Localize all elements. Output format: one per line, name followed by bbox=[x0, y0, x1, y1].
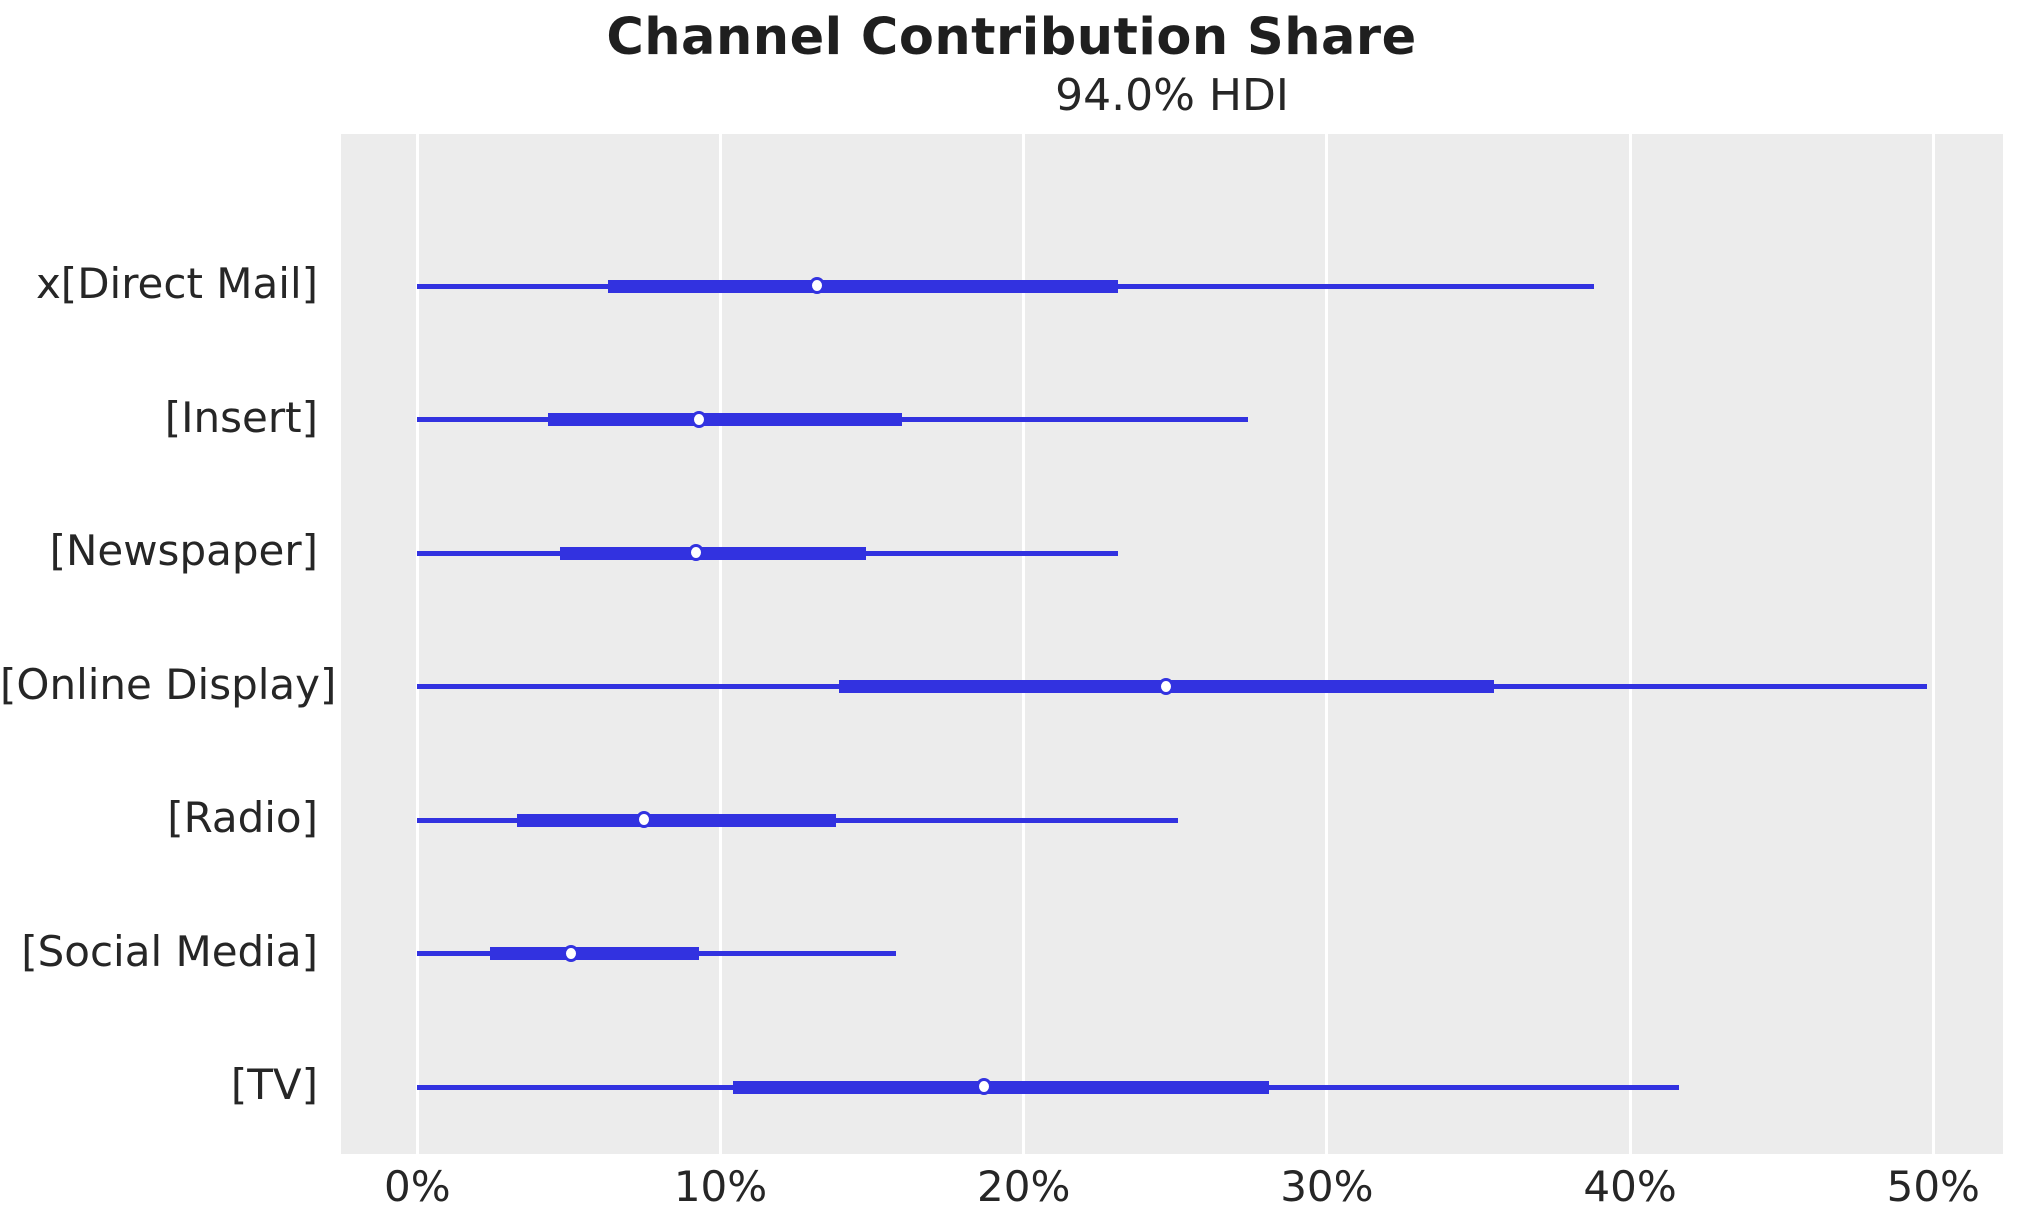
quartile-interval-line bbox=[517, 813, 836, 827]
quartile-interval-line bbox=[559, 546, 867, 560]
x-tick-label: 20% bbox=[977, 1162, 1071, 1211]
y-tick-label: x[Direct Mail] bbox=[35, 259, 318, 308]
x-tick-label: 0% bbox=[383, 1162, 451, 1211]
y-tick-label: [Radio] bbox=[167, 793, 318, 842]
y-tick-label: [TV] bbox=[230, 1060, 318, 1109]
median-point-marker bbox=[687, 544, 704, 561]
vertical-gridline bbox=[719, 134, 722, 1154]
vertical-gridline bbox=[1325, 134, 1329, 1154]
median-point-marker bbox=[975, 1078, 992, 1095]
vertical-gridline bbox=[1628, 134, 1632, 1154]
quartile-interval-line bbox=[608, 279, 1118, 293]
vertical-gridline bbox=[1022, 134, 1026, 1154]
x-tick-label: 50% bbox=[1886, 1162, 1980, 1211]
vertical-gridline bbox=[415, 134, 419, 1154]
x-tick-label: 30% bbox=[1280, 1162, 1374, 1211]
median-point-marker bbox=[690, 410, 707, 428]
quartile-interval-line bbox=[547, 413, 903, 426]
y-tick-label: [Newspaper] bbox=[49, 526, 318, 575]
vertical-gridline bbox=[1931, 134, 1935, 1154]
chart-title: Channel Contribution Share bbox=[606, 8, 1417, 67]
quartile-interval-line bbox=[732, 1080, 1270, 1094]
x-tick-label: 10% bbox=[673, 1162, 768, 1211]
x-tick-label: 40% bbox=[1583, 1162, 1677, 1211]
chart-subtitle-hdi: 94.0% HDI bbox=[1055, 70, 1289, 121]
median-point-marker bbox=[563, 944, 580, 962]
median-point-marker bbox=[809, 277, 826, 294]
y-tick-label: [Social Media] bbox=[21, 926, 318, 976]
plot-area bbox=[341, 134, 2003, 1154]
median-point-marker bbox=[1157, 677, 1174, 695]
median-point-marker bbox=[636, 811, 653, 828]
y-tick-label: [Insert] bbox=[164, 392, 318, 442]
quartile-interval-line bbox=[490, 947, 700, 960]
y-tick-label: [Online Display] bbox=[0, 659, 337, 709]
